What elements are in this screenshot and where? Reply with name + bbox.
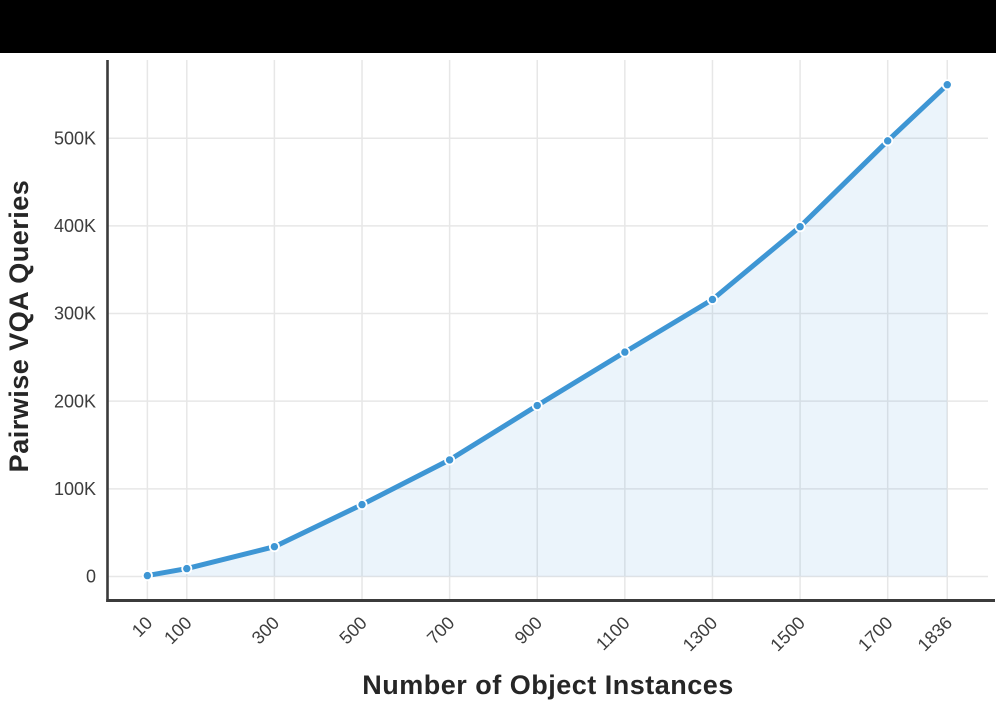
- x-tick-label: 1300: [679, 613, 721, 655]
- x-tick-label: 1700: [854, 613, 896, 655]
- y-tick-labels: 0 100K 200K 300K 400K 500K: [54, 128, 96, 586]
- data-point: [444, 454, 456, 466]
- area-fill: [147, 84, 948, 577]
- data-point: [141, 570, 153, 582]
- x-tick-label: 900: [511, 613, 546, 648]
- data-point: [619, 346, 631, 358]
- x-tick-label: 1100: [592, 613, 634, 655]
- x-tick-label: 300: [248, 613, 283, 648]
- data-point: [268, 541, 280, 553]
- y-tick-label: 300K: [54, 304, 96, 324]
- y-tick-label: 100K: [54, 479, 96, 499]
- x-axis-title: Number of Object Instances: [362, 670, 734, 700]
- data-point: [941, 79, 953, 91]
- axes-spines: [106, 60, 995, 602]
- data-point: [706, 293, 718, 305]
- data-points: [141, 79, 953, 582]
- x-tick-label: 100: [160, 613, 195, 648]
- x-tick-label: 700: [423, 613, 458, 648]
- data-point: [794, 221, 806, 233]
- x-tick-label: 1500: [766, 613, 808, 655]
- y-tick-label: 0: [86, 567, 96, 587]
- data-point: [531, 400, 543, 412]
- data-point: [356, 499, 368, 511]
- y-axis-title: Pairwise VQA Queries: [4, 180, 34, 473]
- x-tick-label: 1836: [914, 613, 956, 655]
- data-point: [882, 135, 894, 147]
- y-tick-label: 500K: [54, 128, 96, 148]
- top-black-bar: [0, 0, 996, 53]
- y-tick-label: 400K: [54, 216, 96, 236]
- x-tick-label: 500: [335, 613, 370, 648]
- data-point: [181, 563, 193, 575]
- y-tick-label: 200K: [54, 391, 96, 411]
- x-tick-label: 10: [128, 613, 156, 641]
- x-tick-labels: 10 100 300 500 700 900 1100 1300 1500 1700 1836: [128, 613, 956, 655]
